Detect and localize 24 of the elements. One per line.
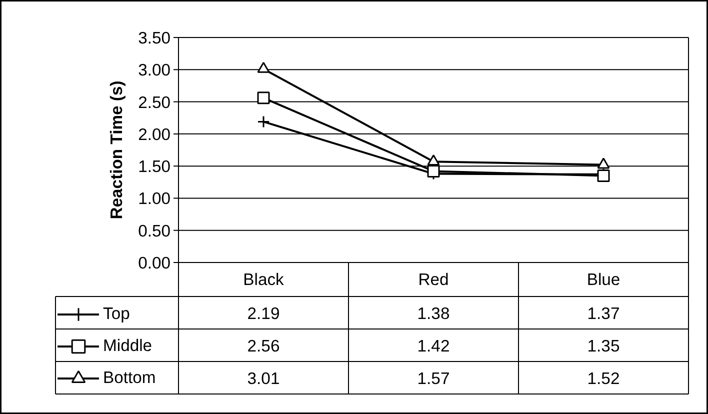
data-label: 1.57 bbox=[417, 368, 450, 388]
x-tick-label: Red bbox=[418, 270, 449, 289]
y-tick-label: 2.00 bbox=[138, 124, 171, 144]
y-tick-label: 0.00 bbox=[138, 254, 171, 272]
data-label: 2.56 bbox=[247, 336, 280, 356]
y-tick-label: 1.00 bbox=[138, 189, 171, 208]
y-tick-label: 2.50 bbox=[138, 92, 171, 112]
legend-label: Top bbox=[103, 302, 130, 324]
y-tick-label: 3.00 bbox=[138, 60, 171, 80]
y-tick-label: 0.50 bbox=[138, 221, 171, 240]
x-tick-label: Blue bbox=[586, 270, 620, 289]
data-label: 1.37 bbox=[587, 304, 620, 323]
data-label: 1.42 bbox=[417, 336, 450, 356]
legend-label: Middle bbox=[103, 334, 152, 356]
data-label: 2.19 bbox=[247, 304, 280, 323]
data-label: 3.01 bbox=[247, 368, 280, 388]
y-tick-label: 1.50 bbox=[138, 157, 171, 176]
legend-label: Bottom bbox=[103, 366, 156, 388]
data-label: 1.38 bbox=[417, 304, 450, 323]
y-tick-label: 3.50 bbox=[138, 28, 171, 48]
x-tick-label: Black bbox=[243, 270, 285, 289]
data-label: 1.52 bbox=[587, 368, 620, 388]
y-axis-title: Reaction Time (s) bbox=[107, 80, 126, 220]
data-label: 1.35 bbox=[587, 336, 620, 356]
